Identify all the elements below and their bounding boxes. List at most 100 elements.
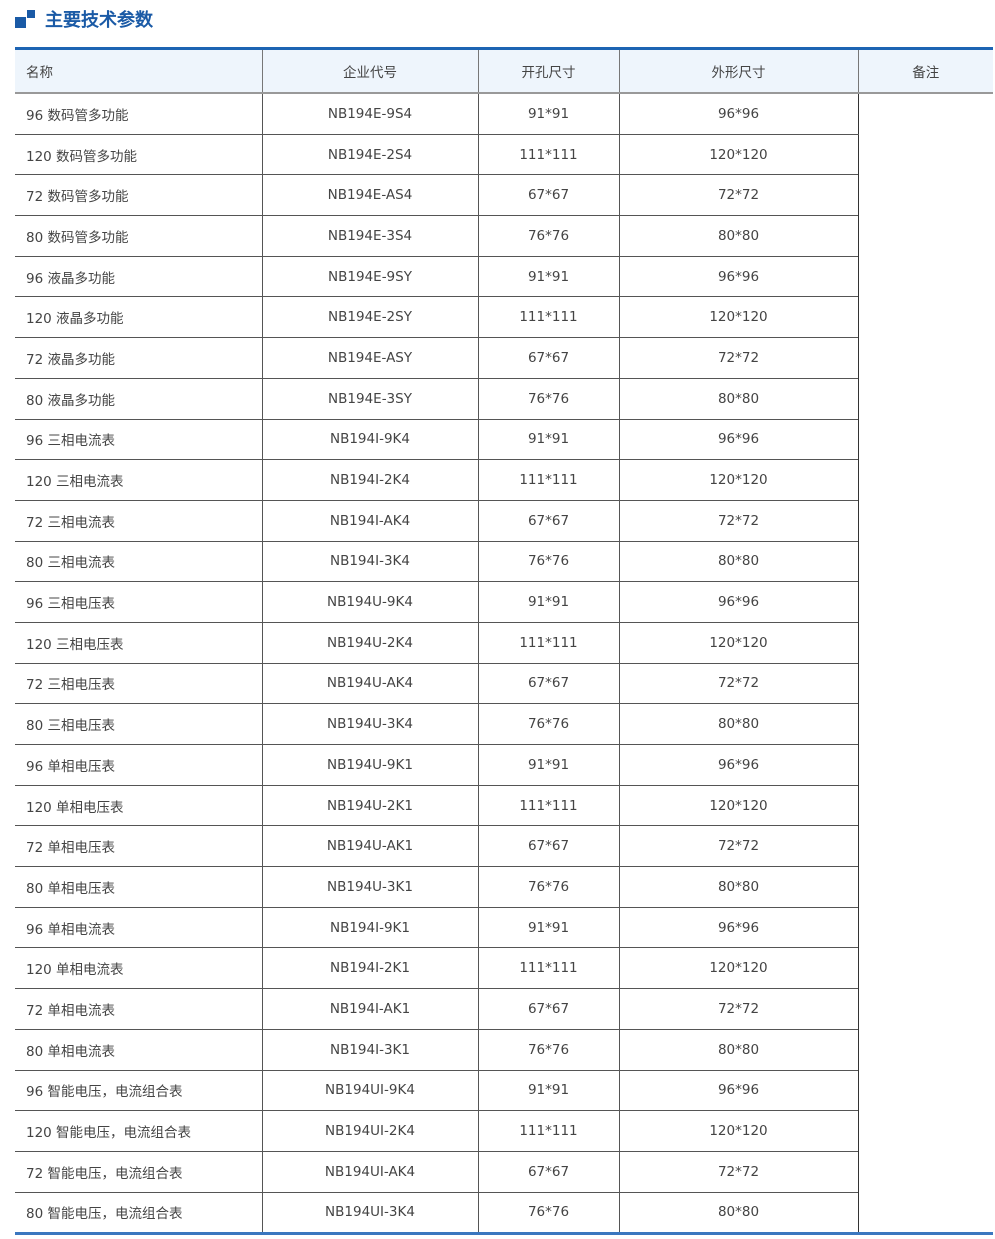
header-dimensions: 外形尺寸	[618, 48, 858, 94]
table-row: 80 数码管多功能 NB194E-3S4 76*76 80*80	[15, 215, 993, 257]
header-code: 企业代号	[261, 48, 478, 94]
cell-dimensions: 80*80	[618, 866, 858, 908]
cell-name: 72 单相电流表	[15, 988, 262, 1030]
table-row: 120 单相电压表 NB194U-2K1 111*111 120*120	[15, 785, 993, 827]
cell-dimensions: 72*72	[618, 825, 858, 868]
table-row: 120 智能电压，电流组合表 NB194UI-2K4 111*111 120*120	[15, 1110, 993, 1152]
table-row: 96 液晶多功能 NB194E-9SY 91*91 96*96	[15, 256, 993, 298]
section-title: 主要技术参数	[15, 6, 153, 32]
cell-name: 120 液晶多功能	[15, 296, 262, 339]
cell-code: NB194UI-3K4	[261, 1192, 478, 1234]
cell-dimensions: 96*96	[618, 581, 858, 623]
cell-dimensions: 80*80	[618, 703, 858, 745]
cell-dimensions: 72*72	[618, 1151, 858, 1193]
cell-code: NB194U-2K4	[261, 622, 478, 664]
cell-name: 72 单相电压表	[15, 825, 262, 868]
cell-name: 80 智能电压，电流组合表	[26, 1206, 183, 1223]
cell-name: 96 三相电压表	[15, 581, 262, 623]
table-row: 72 单相电压表 NB194U-AK1 67*67 72*72	[15, 825, 993, 868]
table-row: 72 三相电压表 NB194U-AK4 67*67 72*72	[15, 663, 993, 705]
cell-cutout: 67*67	[477, 663, 619, 705]
cell-name: 96 智能电压，电流组合表	[15, 1070, 262, 1112]
table-row: 96 单相电流表 NB194I-9K1 91*91 96*96	[15, 907, 993, 949]
table-row: 80 三相电压表 NB194U-3K4 76*76 80*80	[15, 703, 993, 745]
cell-dimensions: 120*120	[618, 1110, 858, 1152]
cell-code: NB194U-AK1	[261, 825, 478, 868]
cell-dimensions: 80*80	[618, 378, 858, 420]
cell-name: 120 数码管多功能	[15, 134, 262, 176]
table-row: 96 单相电压表 NB194U-9K1 91*91 96*96	[15, 744, 993, 786]
cell-code: NB194I-9K1	[261, 907, 478, 949]
cell-dimensions: 80*80	[618, 541, 858, 583]
table-row: 120 三相电流表 NB194I-2K4 111*111 120*120	[15, 459, 993, 501]
cell-dimensions: 120*120	[618, 622, 858, 664]
cell-code: NB194U-AK4	[261, 663, 478, 705]
table-row: 80 单相电压表 NB194U-3K1 76*76 80*80	[15, 866, 993, 908]
cell-code: NB194E-3SY	[261, 378, 478, 420]
cell-cutout: 67*67	[477, 1151, 619, 1193]
cell-code: NB194E-9S4	[261, 93, 478, 135]
table-row: 80 液晶多功能 NB194E-3SY 76*76 80*80	[15, 378, 993, 420]
cell-code: NB194U-9K4	[261, 581, 478, 623]
table-row: 80 单相电流表 NB194I-3K1 76*76 80*80	[15, 1029, 993, 1071]
header-name: 名称	[15, 48, 262, 94]
cell-cutout: 67*67	[477, 988, 619, 1030]
cell-cutout: 111*111	[477, 296, 619, 339]
cell-code: NB194E-ASY	[261, 337, 478, 379]
cell-cutout: 76*76	[477, 215, 619, 257]
cell-code: NB194E-2S4	[261, 134, 478, 176]
cell-code: NB194U-9K1	[261, 744, 478, 786]
cell-code: NB194I-3K4	[261, 541, 478, 583]
header-remark: 备注	[857, 48, 993, 94]
table-row: 72 智能电压，电流组合表 NB194UI-AK4 67*67 72*72	[15, 1151, 993, 1193]
cell-code: NB194I-2K4	[261, 459, 478, 501]
cell-code: NB194I-3K1	[261, 1029, 478, 1071]
cell-code: NB194E-9SY	[261, 256, 478, 298]
cell-cutout: 76*76	[477, 1192, 619, 1234]
cell-dimensions: 96*96	[618, 1070, 858, 1112]
cell-dimensions: 72*72	[618, 174, 858, 217]
cell-code: NB194U-3K1	[261, 866, 478, 908]
cell-cutout: 91*91	[477, 93, 619, 135]
cell-name: 96 三相电流表	[15, 419, 262, 461]
table-row: 72 数码管多功能 NB194E-AS4 67*67 72*72	[15, 174, 993, 217]
cell-name: 96 液晶多功能	[15, 256, 262, 298]
cell-name: 72 液晶多功能	[15, 337, 262, 379]
cell-dimensions: 96*96	[618, 744, 858, 786]
cell-cutout: 111*111	[477, 459, 619, 501]
cell-name: 80 三相电流表	[15, 541, 262, 583]
cell-name: 72 智能电压，电流组合表	[15, 1151, 262, 1193]
cell-name: 96 单相电流表	[15, 907, 262, 949]
table-row: 120 三相电压表 NB194U-2K4 111*111 120*120	[15, 622, 993, 664]
cell-remark	[857, 93, 993, 1234]
cell-dimensions: 80*80	[618, 215, 858, 257]
cell-name: 120 单相电压表	[15, 785, 262, 827]
cell-code: NB194U-2K1	[261, 785, 478, 827]
header-cutout: 开孔尺寸	[477, 48, 619, 94]
cell-name: 80 液晶多功能	[15, 378, 262, 420]
table-row: 96 智能电压，电流组合表 NB194UI-9K4 91*91 96*96	[15, 1070, 993, 1112]
cell-dimensions: 96*96	[618, 419, 858, 461]
cell-code: NB194UI-AK4	[261, 1151, 478, 1193]
cell-name: 96 单相电压表	[15, 744, 262, 786]
cell-cutout: 91*91	[477, 419, 619, 461]
cell-code: NB194E-AS4	[261, 174, 478, 217]
table-row: 120 液晶多功能 NB194E-2SY 111*111 120*120	[15, 296, 993, 339]
table-row: 120 单相电流表 NB194I-2K1 111*111 120*120	[15, 947, 993, 990]
cell-code: NB194UI-9K4	[261, 1070, 478, 1112]
cell-dimensions: 72*72	[618, 337, 858, 379]
cell-dimensions: 120*120	[618, 134, 858, 176]
spec-table: 名称 企业代号 开孔尺寸 外形尺寸 备注 96 数码管多功能 NB194E-9S4…	[15, 47, 993, 1236]
table-row: 96 三相电压表 NB194U-9K4 91*91 96*96	[15, 581, 993, 623]
cell-code: NB194I-AK4	[261, 500, 478, 542]
cell-code: NB194I-9K4	[261, 419, 478, 461]
cell-name: 120 三相电流表	[15, 459, 262, 501]
cell-name: 80 数码管多功能	[15, 215, 262, 257]
table-row: 96 数码管多功能 NB194E-9S4 91*91 96*96	[15, 93, 993, 1234]
cell-cutout: 91*91	[477, 907, 619, 949]
cell-cutout: 67*67	[477, 500, 619, 542]
cell-code: NB194I-AK1	[261, 988, 478, 1030]
cell-dimensions: 96*96	[618, 93, 858, 135]
cell-dimensions: 120*120	[618, 947, 858, 990]
table-row: 120 数码管多功能 NB194E-2S4 111*111 120*120	[15, 134, 993, 176]
